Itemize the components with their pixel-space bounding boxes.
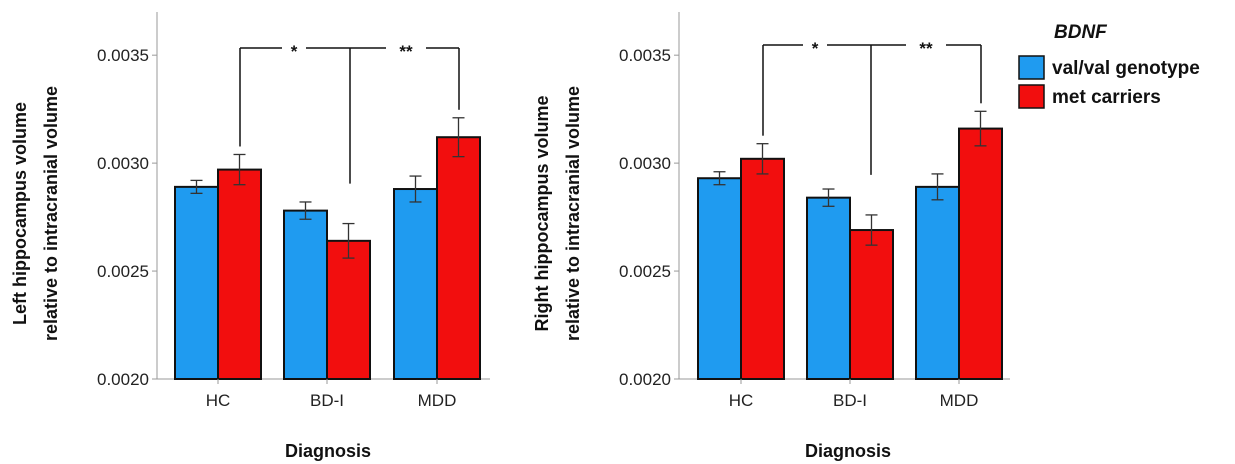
- significance-label: **: [919, 39, 933, 58]
- x-axis-label: Diagnosis: [805, 441, 891, 461]
- x-tick-label: HC: [729, 391, 754, 410]
- bar-met-hc: [217, 168, 262, 380]
- y-tick-label: 0.0030: [619, 154, 671, 173]
- significance-label: **: [399, 42, 413, 61]
- legend-swatch-met: [1018, 84, 1045, 109]
- y-tick-label: 0.0030: [97, 154, 149, 173]
- y-tick-label: 0.0020: [619, 370, 671, 389]
- significance-bracket: [239, 47, 460, 184]
- legend-swatch-valval: [1018, 55, 1045, 80]
- x-tick-label: MDD: [418, 391, 457, 410]
- legend: BDNF val/val genotype met carriers: [1018, 22, 1200, 109]
- error-bar: [931, 173, 944, 201]
- bar-met-hc: [740, 157, 785, 380]
- y-axis-label: relative to intracranial volume: [563, 86, 583, 341]
- y-axis-label: relative to intracranial volume: [41, 86, 61, 341]
- bar-met-mdd: [436, 136, 481, 380]
- bar-valval-bdi: [283, 209, 328, 380]
- x-tick-label: MDD: [940, 391, 979, 410]
- error-bar: [865, 214, 878, 246]
- error-bar: [452, 117, 465, 158]
- y-tick-label: 0.0020: [97, 370, 149, 389]
- bar-valval-hc: [174, 185, 219, 380]
- error-bar: [233, 153, 246, 186]
- error-bar: [822, 188, 835, 207]
- x-tick-label: HC: [206, 391, 231, 410]
- significance-label: *: [812, 39, 819, 58]
- x-tick-label: BD-I: [310, 391, 344, 410]
- error-bar: [409, 175, 422, 203]
- bar-met-mdd: [958, 127, 1003, 380]
- legend-title: BDNF: [1054, 22, 1108, 43]
- y-axis-label: Left hippocampus volume: [10, 102, 30, 325]
- bar-met-bdi: [326, 239, 371, 380]
- significance-label: *: [291, 42, 298, 61]
- error-bar: [713, 171, 726, 186]
- significance-bracket: [762, 44, 982, 175]
- error-bar: [342, 222, 355, 259]
- x-axis-label: Diagnosis: [285, 441, 371, 461]
- bar-valval-hc: [697, 177, 742, 380]
- bar-valval-mdd: [915, 185, 960, 380]
- y-tick-label: 0.0035: [619, 46, 671, 65]
- error-bar: [299, 201, 312, 220]
- bar-valval-mdd: [393, 188, 438, 380]
- error-bar: [974, 110, 987, 147]
- x-tick-label: BD-I: [833, 391, 867, 410]
- y-axis-label: Right hippocampus volume: [532, 95, 552, 331]
- error-bar: [756, 143, 769, 175]
- y-tick-label: 0.0025: [619, 262, 671, 281]
- error-bar: [190, 179, 203, 194]
- bar-valval-bdi: [806, 196, 851, 380]
- bar-met-bdi: [849, 229, 894, 380]
- y-tick-label: 0.0025: [97, 262, 149, 281]
- y-tick-label: 0.0035: [97, 46, 149, 65]
- legend-label: met carriers: [1052, 87, 1161, 108]
- legend-label: val/val genotype: [1052, 58, 1200, 79]
